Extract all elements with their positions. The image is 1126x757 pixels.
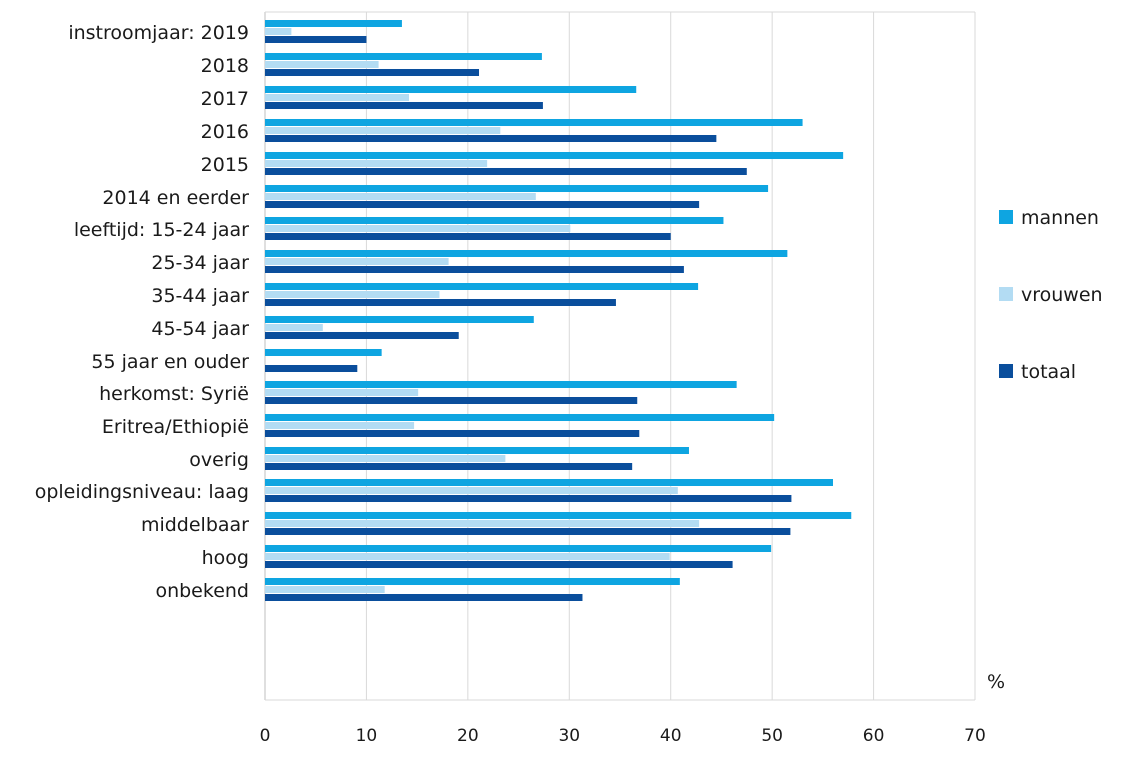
legend-swatch-mannen (999, 210, 1013, 224)
bar-mannen-17 (265, 578, 680, 585)
bar-vrouwen-3 (265, 127, 501, 134)
bars (265, 20, 852, 601)
bar-mannen-1 (265, 53, 542, 60)
category-label: leeftijd: 15-24 jaar (74, 219, 249, 241)
bar-vrouwen-6 (265, 225, 571, 232)
category-label: hoog (202, 547, 249, 569)
x-tick-label: 50 (761, 726, 783, 746)
bar-mannen-2 (265, 86, 637, 93)
bar-totaal-15 (265, 528, 791, 535)
category-label: 45-54 jaar (151, 318, 249, 340)
bar-mannen-11 (265, 381, 737, 388)
category-label: Eritrea/Ethiopië (102, 416, 249, 438)
bar-totaal-2 (265, 102, 543, 109)
category-label: herkomst: Syrië (99, 383, 249, 405)
bar-totaal-16 (265, 561, 733, 568)
category-label: middelbaar (141, 514, 249, 536)
bar-totaal-6 (265, 233, 671, 240)
category-label: overig (189, 449, 249, 471)
bar-mannen-8 (265, 283, 699, 290)
bar-vrouwen-11 (265, 389, 419, 396)
x-tick-label: 10 (356, 726, 378, 746)
bar-totaal-3 (265, 135, 717, 142)
x-axis-ticks: 0 10 20 30 40 50 60 70 (260, 726, 986, 746)
bar-totaal-11 (265, 397, 638, 404)
bar-totaal-7 (265, 266, 684, 273)
bar-vrouwen-2 (265, 94, 410, 101)
bar-totaal-1 (265, 69, 480, 76)
bar-totaal-14 (265, 495, 792, 502)
bar-vrouwen-9 (265, 324, 323, 331)
bar-totaal-10 (265, 365, 358, 372)
bar-mannen-14 (265, 479, 833, 486)
bar-mannen-5 (265, 185, 769, 192)
unit-label: % (987, 671, 1005, 693)
bar-totaal-0 (265, 36, 367, 43)
category-label: 2018 (201, 55, 249, 77)
bar-vrouwen-14 (265, 487, 678, 494)
x-tick-label: 40 (660, 726, 682, 746)
bar-vrouwen-16 (265, 553, 670, 560)
bar-vrouwen-5 (265, 193, 536, 200)
bar-totaal-5 (265, 201, 700, 208)
legend-swatch-totaal (999, 364, 1013, 378)
bar-vrouwen-13 (265, 455, 506, 462)
bar-totaal-8 (265, 299, 616, 306)
category-label: onbekend (155, 580, 249, 602)
bar-totaal-4 (265, 168, 747, 175)
category-label: opleidingsniveau: laag (35, 481, 249, 503)
x-tick-label: 20 (457, 726, 479, 746)
legend: mannen vrouwen totaal (999, 207, 1103, 383)
category-label: 2014 en eerder (102, 187, 249, 209)
category-label: 2017 (201, 88, 249, 110)
bar-mannen-6 (265, 217, 724, 224)
bar-totaal-17 (265, 594, 583, 601)
bar-vrouwen-12 (265, 422, 415, 429)
bar-mannen-10 (265, 349, 382, 356)
category-label: 2015 (201, 154, 249, 176)
x-tick-label: 60 (863, 726, 885, 746)
bar-mannen-9 (265, 316, 534, 323)
bar-vrouwen-4 (265, 160, 488, 167)
category-label: 25-34 jaar (151, 252, 249, 274)
bar-vrouwen-0 (265, 28, 292, 35)
legend-label-vrouwen: vrouwen (1021, 284, 1103, 306)
bar-totaal-9 (265, 332, 459, 339)
bar-mannen-16 (265, 545, 772, 552)
category-label: 35-44 jaar (151, 285, 249, 307)
bar-mannen-4 (265, 152, 844, 159)
legend-label-totaal: totaal (1021, 361, 1076, 383)
category-label: 55 jaar en ouder (91, 351, 249, 373)
bar-vrouwen-17 (265, 586, 385, 593)
legend-swatch-vrouwen (999, 287, 1013, 301)
bar-totaal-13 (265, 463, 633, 470)
bar-mannen-7 (265, 250, 788, 257)
x-tick-label: 0 (260, 726, 271, 746)
legend-label-mannen: mannen (1021, 207, 1099, 229)
bar-mannen-15 (265, 512, 852, 519)
bar-vrouwen-1 (265, 61, 379, 68)
bar-mannen-0 (265, 20, 402, 27)
gridlines (264, 11, 976, 701)
bar-vrouwen-15 (265, 520, 700, 527)
bar-mannen-13 (265, 447, 689, 454)
bar-totaal-12 (265, 430, 640, 437)
x-tick-label: 70 (964, 726, 986, 746)
bar-mannen-3 (265, 119, 803, 126)
category-label: instroomjaar: 2019 (68, 22, 249, 44)
x-tick-label: 30 (558, 726, 580, 746)
bar-vrouwen-8 (265, 291, 440, 298)
bar-vrouwen-7 (265, 258, 449, 265)
category-label: 2016 (201, 121, 249, 143)
bar-mannen-12 (265, 414, 775, 421)
category-labels: instroomjaar: 2019 2018 2017 2016 2015 2014 e… (35, 22, 249, 602)
